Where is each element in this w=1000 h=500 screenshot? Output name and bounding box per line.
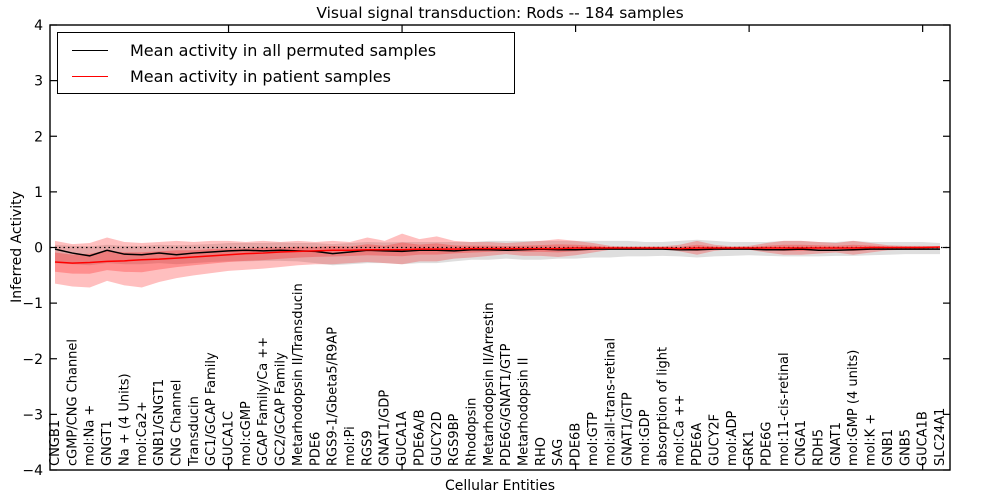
category-label: mol:ADP xyxy=(725,410,740,466)
legend: Mean activity in all permuted samples Me… xyxy=(57,32,515,94)
legend-entry-permuted: Mean activity in all permuted samples xyxy=(72,37,514,63)
category-label: mol:GMP (4 units) xyxy=(846,350,861,466)
y-tick-label: 1 xyxy=(34,185,43,201)
category-label: GC1/GCAP Family xyxy=(204,352,219,466)
category-label: absorption of light xyxy=(655,347,670,466)
category-label: mol:cGMP xyxy=(239,401,254,466)
category-label: GUCY2D xyxy=(430,411,445,466)
category-label: RDH5 xyxy=(812,429,827,466)
category-label: GUCA1C xyxy=(222,411,237,466)
category-label: PDE6A/B xyxy=(412,409,427,466)
category-label: PDE6B xyxy=(569,423,584,466)
y-tick-label: 3 xyxy=(34,74,43,90)
category-label: mol:all-trans-retinal xyxy=(603,338,618,466)
y-tick-label: −3 xyxy=(22,407,43,423)
category-label: mol:Pi xyxy=(343,426,358,466)
category-label: RGS9-1/Gbeta5/R9AP xyxy=(326,327,341,466)
category-label: mol:Na + xyxy=(83,405,98,466)
category-label: GNB1/GNGT1 xyxy=(152,379,167,466)
patient-mean-line xyxy=(54,246,941,264)
category-label: Metarhodopsin II xyxy=(517,358,532,466)
category-label: CNGB1 xyxy=(48,420,63,466)
legend-label-patient: Mean activity in patient samples xyxy=(130,66,391,86)
category-label: Na + (4 Units) xyxy=(117,373,132,466)
legend-entry-patient: Mean activity in patient samples xyxy=(72,63,514,89)
y-axis-label: Inferred Activity xyxy=(9,191,25,303)
permuted-band xyxy=(55,239,940,266)
chart-title: Visual signal transduction: Rods -- 184 … xyxy=(316,4,684,22)
category-label: cGMP/CNG Channel xyxy=(65,339,80,466)
category-label: mol:Ca ++ xyxy=(673,394,688,466)
category-label: RGS9BP xyxy=(447,413,462,466)
x-axis-label: Cellular Entities xyxy=(444,478,556,494)
category-label: SAG xyxy=(551,439,566,466)
category-label: GC2/GCAP Family xyxy=(274,352,289,466)
permuted-line-swatch xyxy=(72,49,108,51)
category-label: mol:Ca2+ xyxy=(135,401,150,466)
category-label: GUCY2F xyxy=(707,414,722,466)
category-label: GUCA1B xyxy=(916,411,931,466)
category-label: PDE6 xyxy=(308,432,323,466)
category-label: PDE6A xyxy=(690,423,705,466)
category-label: CNGA1 xyxy=(794,420,809,466)
category-label: mol:GTP xyxy=(586,412,601,466)
category-label: GCAP Family/Ca ++ xyxy=(256,337,271,466)
y-tick-label: −4 xyxy=(22,463,43,479)
category-label: GNGT1 xyxy=(100,420,115,466)
category-label: GNB5 xyxy=(898,429,913,466)
y-tick-label: −1 xyxy=(22,296,43,312)
y-tick-label: 4 xyxy=(34,18,43,34)
category-label: PDE6G/GNAT1/GTP xyxy=(499,343,514,466)
category-label: mol:GDP xyxy=(638,409,653,466)
category-label: RGS9 xyxy=(360,430,375,466)
category-label: RHO xyxy=(534,437,549,466)
y-tick-label: 0 xyxy=(34,241,43,257)
category-label: GNAT1/GDP xyxy=(378,390,393,466)
legend-label-permuted: Mean activity in all permuted samples xyxy=(130,40,437,60)
category-label: Transducin xyxy=(187,396,202,467)
category-label: GRK1 xyxy=(742,430,757,466)
category-label: PDE6G xyxy=(759,422,774,466)
category-label: mol:K + xyxy=(864,414,879,466)
category-label: Metarhodopsin II/Transducin xyxy=(291,283,306,466)
category-label: GUCA1A xyxy=(395,411,410,466)
category-label: Metarhodopsin II/Arrestin xyxy=(482,302,497,466)
category-label: GNAT1/GTP xyxy=(621,392,636,466)
y-tick-label: 2 xyxy=(34,129,43,145)
patient-line-swatch xyxy=(72,75,108,77)
category-label: SLC24A1 xyxy=(933,408,948,466)
category-label: CNG Channel xyxy=(169,380,184,466)
category-label: GNAT1 xyxy=(829,422,844,466)
category-label: mol:11-cis-retinal xyxy=(777,352,792,466)
y-tick-label: −2 xyxy=(22,352,43,368)
category-label: Rhodopsin xyxy=(464,398,479,466)
permuted-mean-line xyxy=(54,248,940,257)
category-label: GNB1 xyxy=(881,429,896,466)
